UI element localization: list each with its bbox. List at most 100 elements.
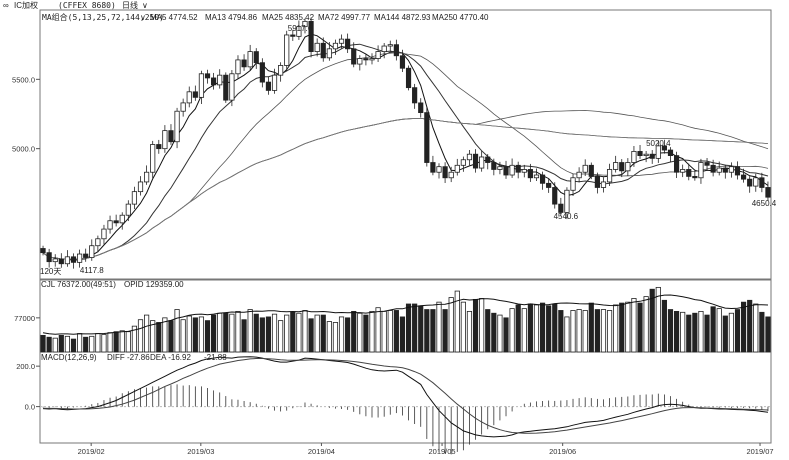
candle-body	[631, 151, 637, 163]
x-axis-label: 2019/03	[187, 447, 214, 456]
candle-body	[588, 164, 594, 177]
candle-body	[265, 81, 272, 91]
candle-body	[363, 58, 369, 61]
volume-bar	[594, 309, 600, 353]
volume-bar	[399, 316, 406, 353]
candle-body	[716, 167, 722, 173]
candle-body	[521, 169, 527, 173]
volume-bar	[162, 317, 168, 353]
candle-body	[503, 166, 509, 176]
volume-bar	[667, 309, 674, 353]
candle-body	[497, 166, 503, 170]
volume-bar	[308, 318, 314, 353]
candle-body	[436, 166, 442, 173]
candle-body	[284, 34, 290, 66]
candle-body	[229, 73, 235, 101]
x-axis-label: 2019/05	[428, 447, 455, 456]
price-header: ∞ IC加权 (CFFEX 8680) 日线 ∨MA组合(5,13,25,72,144,…	[3, 0, 489, 22]
volume-bar	[150, 320, 156, 353]
volume-bar	[156, 322, 162, 353]
candle-body	[418, 102, 424, 114]
volume-bar	[77, 333, 83, 353]
candle-body	[661, 145, 667, 151]
candle-body	[186, 91, 192, 104]
volume-bar	[363, 314, 369, 353]
volume-bar	[217, 312, 223, 353]
macd-tick-label: 200.0	[16, 362, 35, 371]
candle-body	[539, 174, 546, 184]
chevron-down-icon[interactable]: ∨	[140, 13, 146, 22]
candle-body	[375, 51, 381, 59]
candle-body	[217, 74, 223, 86]
candle-body	[667, 149, 674, 156]
candle-body	[485, 156, 491, 163]
x-axis-label: 2019/06	[549, 447, 576, 456]
candle-body	[734, 166, 741, 176]
volume-bar	[253, 313, 259, 353]
candle-body	[564, 189, 570, 213]
candle-body	[515, 164, 521, 173]
volume-tick-label: 77000	[14, 314, 35, 323]
volume-bar	[747, 299, 753, 353]
candle-body	[570, 177, 576, 191]
volume-bar	[515, 304, 521, 353]
candle-body	[747, 178, 753, 187]
volume-bar	[466, 310, 473, 353]
candle-body	[52, 258, 58, 263]
candle-body	[393, 44, 399, 57]
ma72-line	[42, 110, 769, 260]
volume-bar	[606, 310, 613, 353]
volume-bar	[588, 302, 594, 353]
candle-body	[472, 153, 479, 169]
volume-bar	[375, 307, 381, 353]
volume-bar	[503, 317, 509, 353]
candle-body	[430, 162, 436, 173]
volume-bar	[412, 303, 418, 353]
volume-bar	[643, 296, 649, 353]
candle-body	[649, 153, 655, 159]
volume-bar	[338, 316, 345, 353]
volume-bar	[180, 319, 186, 353]
ma13-line	[42, 43, 769, 260]
candle-body	[625, 162, 631, 172]
volume-bar	[326, 321, 332, 353]
candle-body	[107, 220, 113, 230]
volume-bar	[278, 320, 284, 353]
candle-body	[546, 182, 552, 188]
volume-bar	[479, 298, 485, 353]
volume-bar	[290, 311, 296, 353]
candle-body	[150, 144, 156, 173]
candle-body	[345, 38, 351, 50]
volume-bar	[101, 334, 107, 353]
candle-body	[466, 153, 473, 161]
macd-tick-label: 0.0	[25, 403, 35, 412]
volume-bar	[521, 308, 527, 353]
candle-body	[753, 177, 759, 187]
candle-body	[680, 169, 686, 173]
exchange-label: (CFFEX 8680)	[58, 1, 116, 10]
candle-body	[424, 112, 430, 163]
volume-bar	[58, 334, 64, 353]
volume-bar	[302, 310, 308, 353]
chevron-down-icon[interactable]: ∨	[142, 1, 148, 10]
candle-body	[101, 228, 107, 240]
macd-diff-line	[42, 356, 769, 438]
volume-bar	[698, 310, 704, 353]
candle-body	[606, 169, 613, 183]
high-annotation: 5917.6	[288, 24, 313, 33]
candle-body	[448, 171, 454, 179]
candle-body	[290, 34, 296, 37]
volume-bar	[570, 310, 576, 353]
candle-body	[637, 151, 643, 156]
volume-bar	[320, 314, 326, 353]
x-axis-label: 2019/04	[308, 447, 335, 456]
price-tick-label: 5000.0	[12, 145, 35, 154]
candle-body	[204, 73, 211, 79]
candle-body	[162, 130, 168, 150]
candle-body	[759, 177, 765, 188]
volume-bar	[387, 310, 393, 353]
candle-body	[552, 187, 558, 205]
volume-bar	[680, 311, 686, 353]
volume-bar	[472, 298, 479, 353]
